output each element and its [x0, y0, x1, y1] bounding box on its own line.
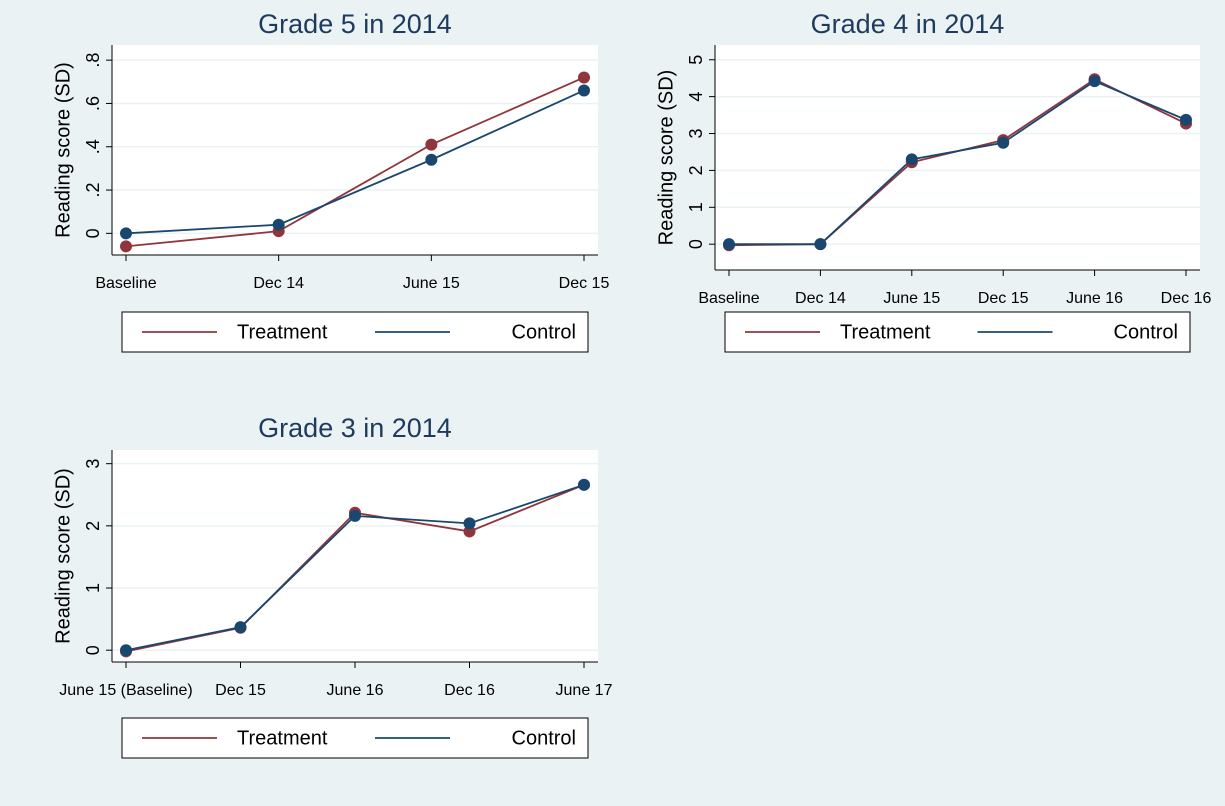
y-tick-label: .8	[83, 53, 103, 68]
plot-area	[715, 45, 1200, 270]
legend-label: Treatment	[237, 321, 328, 343]
legend-label: Control	[512, 321, 576, 343]
y-tick-label: .4	[83, 139, 103, 154]
y-tick-label: 2	[83, 521, 103, 531]
x-tick-label: June 15	[883, 290, 940, 307]
x-tick-label: June 15	[403, 275, 460, 292]
series-line	[125, 76, 585, 248]
y-tick-label: 5	[686, 55, 706, 65]
y-tick-label: 4	[686, 92, 706, 102]
data-point	[723, 238, 735, 251]
plot-area	[112, 450, 598, 662]
data-point	[905, 153, 918, 166]
plot-area	[112, 45, 598, 255]
data-point	[120, 644, 132, 657]
data-point	[349, 509, 361, 522]
y-tick-label: 0	[83, 228, 103, 238]
y-axis-label: Reading score (SD)	[52, 468, 74, 644]
x-tick-label: Dec 15	[215, 682, 266, 699]
data-point	[814, 238, 827, 251]
data-point	[578, 478, 590, 491]
series-line	[125, 89, 585, 235]
data-point	[578, 71, 590, 84]
y-tick-label: 3	[83, 459, 103, 469]
data-point	[1180, 113, 1192, 126]
y-axis-label: Reading score (SD)	[655, 70, 677, 246]
data-point	[120, 227, 132, 240]
y-tick-label: 3	[686, 129, 706, 139]
data-point	[997, 136, 1010, 149]
y-tick-label: 2	[686, 165, 706, 175]
y-tick-label: 1	[686, 202, 706, 212]
y-tick-label: .6	[83, 96, 103, 111]
y-tick-label: .2	[83, 183, 103, 198]
data-point	[120, 240, 132, 253]
legend-label: Control	[1114, 321, 1178, 343]
legend-label: Treatment	[237, 727, 328, 749]
x-tick-label: Dec 16	[444, 682, 495, 699]
data-point	[234, 621, 247, 634]
y-axis-label: Reading score (SD)	[52, 62, 74, 238]
x-tick-label: June 15 (Baseline)	[59, 682, 192, 699]
data-point	[1088, 75, 1101, 88]
x-tick-label: June 16	[327, 682, 384, 699]
y-tick-label: 0	[83, 645, 103, 655]
data-point	[272, 218, 285, 231]
legend-label: Control	[512, 727, 576, 749]
x-tick-label: Baseline	[698, 290, 759, 307]
x-tick-label: Dec 14	[795, 290, 846, 307]
x-tick-label: Baseline	[95, 275, 156, 292]
legend-label: Treatment	[840, 321, 931, 343]
chart-title: Grade 3 in 2014	[258, 413, 452, 443]
data-point	[578, 84, 590, 97]
y-tick-label: 0	[686, 239, 706, 249]
data-point	[463, 517, 476, 530]
series-line	[729, 80, 1187, 246]
x-tick-label: Dec 14	[253, 275, 304, 292]
x-tick-label: Dec 16	[1161, 290, 1212, 307]
y-tick-label: 1	[83, 583, 103, 593]
data-point	[425, 153, 438, 166]
data-point	[425, 138, 438, 151]
x-tick-label: June 16	[1066, 290, 1123, 307]
x-tick-label: Dec 15	[559, 275, 610, 292]
chart-title: Grade 4 in 2014	[811, 9, 1005, 39]
chart-title: Grade 5 in 2014	[258, 9, 452, 39]
x-tick-label: June 17	[556, 682, 613, 699]
x-tick-label: Dec 15	[978, 290, 1029, 307]
